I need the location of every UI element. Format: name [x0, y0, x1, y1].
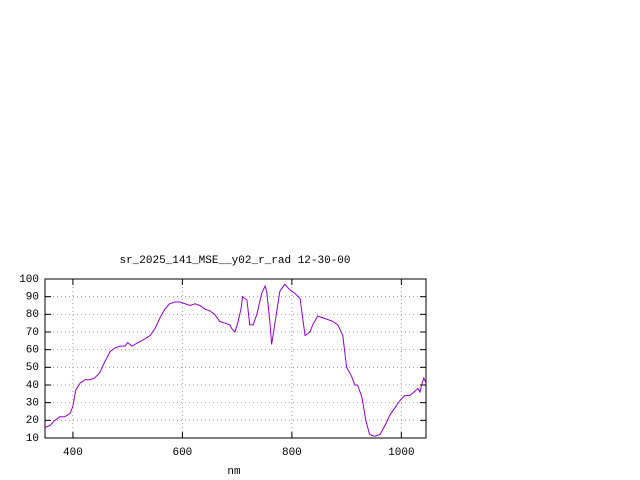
chart-title: sr_2025_141_MSE__y02_r_rad 12-30-00 [119, 255, 350, 267]
x-tick-label: 1000 [388, 447, 414, 459]
y-tick-label: 60 [26, 345, 39, 357]
y-tick-label: 20 [26, 415, 39, 427]
x-tick-label: 400 [63, 447, 83, 459]
data-line [44, 283, 427, 437]
y-tick-label: 90 [26, 292, 39, 304]
y-tick-label: 50 [26, 362, 39, 374]
y-tick-label: 40 [26, 380, 39, 392]
x-tick-label: 800 [282, 447, 302, 459]
x-axis-label: nm [227, 466, 241, 478]
y-tick-label: 70 [26, 327, 39, 339]
y-tick-label: 100 [19, 274, 39, 286]
y-tick-label: 10 [26, 433, 39, 445]
y-tick-label: 80 [26, 309, 39, 321]
plot-frame [44, 278, 427, 439]
y-tick-label: 30 [26, 398, 39, 410]
x-tick-label: 600 [172, 447, 192, 459]
